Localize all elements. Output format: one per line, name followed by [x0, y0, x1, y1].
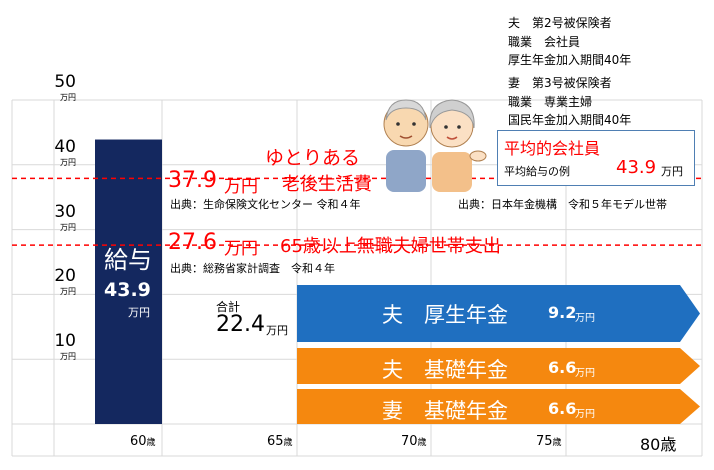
y-tick-unit-40: 万円: [60, 157, 76, 167]
pension-segment-1: [297, 285, 700, 342]
segment-2-unit: 万円: [575, 368, 595, 379]
pension-segment-3: [297, 389, 700, 424]
segment-1-unit: 万円: [575, 313, 595, 324]
bar-layer: [95, 139, 162, 424]
ref1-unit: 万円: [224, 177, 258, 197]
pension-total-value: 22.4: [216, 312, 265, 337]
y-tick-40: 40: [54, 136, 76, 157]
husband-line-3: 厚生年金加入期間40年: [508, 53, 632, 67]
info-box-title: 平均的会社員: [504, 139, 601, 158]
wife-line-2: 職業 専業主婦: [508, 95, 593, 109]
reference-lines: [12, 177, 702, 246]
segment-3-label: 妻 基礎年金: [382, 399, 508, 423]
y-tick-unit-10: 万円: [60, 352, 76, 362]
wife-line-1: 妻 第3号被保険者: [508, 76, 612, 90]
y-tick-unit-20: 万円: [60, 287, 76, 297]
salary-bar-unit: 万円: [128, 306, 150, 319]
info-box-caption: 平均給与の例: [504, 165, 570, 178]
husband-line-1: 夫 第2号被保険者: [508, 16, 612, 30]
x-tick-70: 70歳: [401, 434, 427, 449]
salary-bar-value: 43.9: [104, 279, 151, 301]
segment-2-value: 6.6: [548, 358, 577, 377]
x-tick-60: 60歳: [130, 434, 156, 449]
info-box-unit: 万円: [661, 165, 683, 178]
wife-line-3: 国民年金加入期間40年: [508, 113, 632, 127]
y-tick-20: 20: [54, 266, 76, 287]
segment-3-value: 6.6: [548, 399, 577, 418]
average-employee-box: 平均的会社員 平均給与の例 43.9 万円: [497, 130, 695, 186]
ref1-label: 老後生活費: [282, 174, 372, 195]
ref2-unit: 万円: [224, 239, 258, 259]
ref2-label: 65歳以上無職夫婦世帯支出: [280, 236, 501, 257]
info-box-value: 43.9: [616, 157, 657, 178]
pension-segment-2: [297, 348, 700, 384]
elderly-couple-illustration: [383, 99, 487, 192]
y-tick-30: 30: [54, 201, 76, 222]
ref1-source: 出典：生命保険文化センター 令和４年: [170, 198, 361, 211]
segment-2-label: 夫 基礎年金: [382, 358, 508, 382]
ref2-value: 27.6: [168, 230, 217, 255]
x-tick-80歳: 80歳: [640, 435, 677, 454]
elderly-man-icon: [383, 99, 429, 192]
segment-1-label: 夫 厚生年金: [382, 303, 508, 327]
segment-3-unit: 万円: [575, 409, 595, 420]
husband-line-2: 職業 会社員: [508, 35, 581, 49]
ref2-source: 出典：総務省家計調査 令和４年: [170, 262, 335, 275]
ref1-value: 37.9: [168, 168, 217, 193]
x-tick-65: 65歳: [267, 434, 293, 449]
y-tick-50: 50: [54, 72, 76, 92]
pension-total-unit: 万円: [266, 324, 288, 337]
y-tick-unit-30: 万円: [60, 222, 76, 232]
salary-bar-label: 給与: [104, 246, 152, 274]
pension-segments: [297, 285, 700, 424]
elderly-woman-icon: [429, 99, 487, 192]
source-right: 出典：日本年金機構 令和５年モデル世帯: [458, 198, 667, 211]
x-tick-75: 75歳: [536, 434, 562, 449]
y-tick-10: 10: [54, 331, 76, 352]
segment-1-value: 9.2: [548, 303, 577, 322]
ref1-label-top: ゆとりある: [265, 147, 361, 169]
y-tick-unit-50: 万円: [60, 93, 76, 102]
salary-bar: [95, 139, 162, 424]
pension-total-label: 合計: [216, 300, 241, 314]
